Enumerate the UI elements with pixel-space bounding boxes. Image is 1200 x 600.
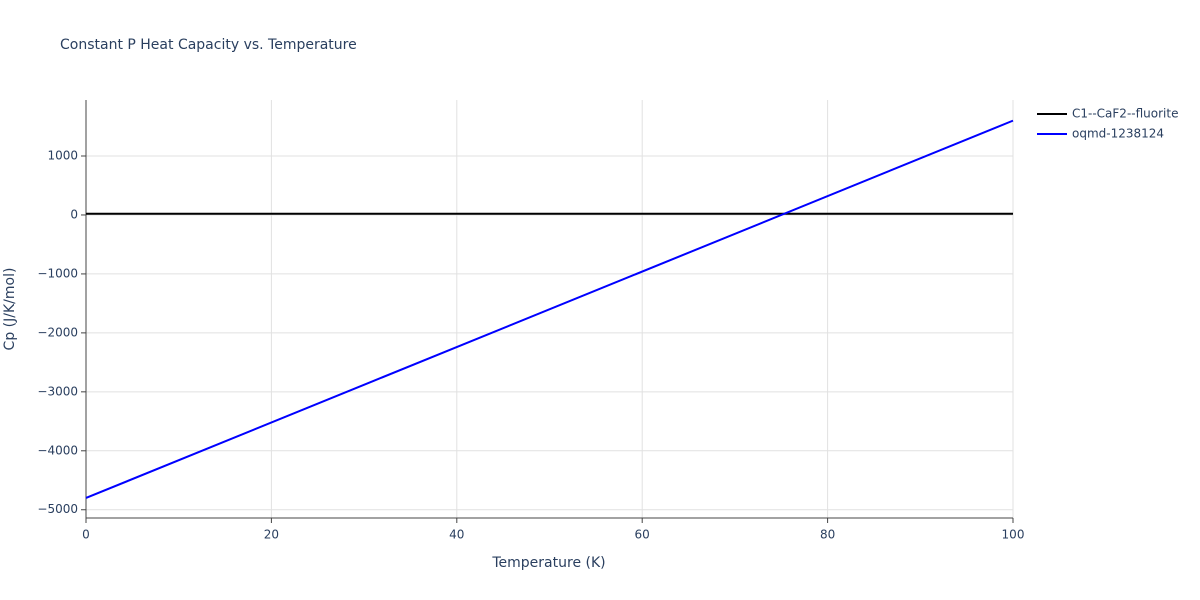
x-tick-label: 60 — [635, 528, 650, 542]
y-tick-label: 1000 — [47, 149, 78, 163]
x-tick-label: 0 — [82, 528, 90, 542]
y-tick-label: −3000 — [37, 384, 78, 398]
y-tick-label: −1000 — [37, 266, 78, 280]
x-tick-label: 20 — [264, 528, 279, 542]
legend-label: C1--CaF2--fluorite — [1072, 107, 1178, 121]
legend-label: oqmd-1238124 — [1072, 127, 1164, 141]
x-tick-label: 40 — [449, 528, 464, 542]
x-axis-label: Temperature (K) — [491, 555, 605, 571]
y-tick-label: −2000 — [37, 325, 78, 339]
chart-title: Constant P Heat Capacity vs. Temperature — [60, 37, 357, 53]
line-series — [85, 119, 1014, 499]
y-axis-label: Cp (J/K/mol) — [2, 268, 18, 351]
y-tick-label: −4000 — [37, 443, 78, 457]
x-tick-label: 100 — [1002, 528, 1025, 542]
y-tick-label: −5000 — [37, 502, 78, 516]
x-tick-label: 80 — [820, 528, 835, 542]
y-tick-label: 0 — [70, 207, 78, 221]
